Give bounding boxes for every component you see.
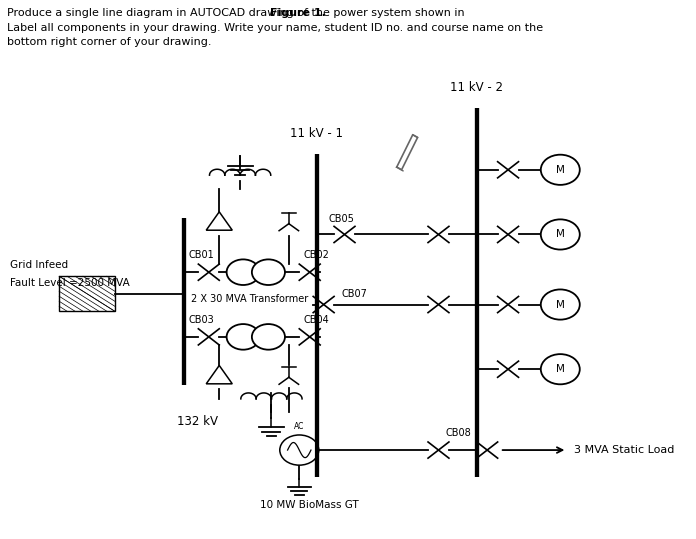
Text: M: M <box>556 165 564 175</box>
Text: 11 kV - 1: 11 kV - 1 <box>290 127 343 140</box>
Circle shape <box>541 354 580 384</box>
Text: 132 kV: 132 kV <box>177 415 219 428</box>
Text: Figure 1.: Figure 1. <box>270 8 326 18</box>
Text: AC: AC <box>294 421 304 431</box>
Text: CB04: CB04 <box>304 315 329 325</box>
Text: CB05: CB05 <box>328 213 354 224</box>
Circle shape <box>280 435 319 465</box>
Circle shape <box>227 324 260 350</box>
Text: M: M <box>556 364 564 374</box>
Circle shape <box>541 289 580 320</box>
Text: 11 kV - 2: 11 kV - 2 <box>450 81 503 94</box>
Circle shape <box>541 155 580 185</box>
Text: 3 MVA Static Load: 3 MVA Static Load <box>574 445 674 455</box>
Text: bottom right corner of your drawing.: bottom right corner of your drawing. <box>7 37 212 47</box>
Bar <box>59 276 115 312</box>
Circle shape <box>227 259 260 285</box>
Text: CB02: CB02 <box>303 250 330 260</box>
Text: CB08: CB08 <box>445 428 471 438</box>
Circle shape <box>252 259 285 285</box>
Text: M: M <box>556 230 564 239</box>
Text: CB03: CB03 <box>189 315 214 325</box>
Circle shape <box>541 219 580 250</box>
Text: 10 MW BioMass GT: 10 MW BioMass GT <box>260 500 359 510</box>
Text: Produce a single line diagram in AUTOCAD drawing of the power system shown in: Produce a single line diagram in AUTOCAD… <box>7 8 468 18</box>
Text: Grid Infeed: Grid Infeed <box>10 259 69 270</box>
Text: Label all components in your drawing. Write your name, student ID no. and course: Label all components in your drawing. Wr… <box>7 23 543 33</box>
Text: CB07: CB07 <box>341 289 367 299</box>
Text: CB01: CB01 <box>189 250 214 260</box>
Text: M: M <box>556 300 564 309</box>
Text: Fault Level =2500 MVA: Fault Level =2500 MVA <box>10 278 130 288</box>
Text: 2 X 30 MVA Transformer: 2 X 30 MVA Transformer <box>191 294 308 304</box>
Circle shape <box>252 324 285 350</box>
